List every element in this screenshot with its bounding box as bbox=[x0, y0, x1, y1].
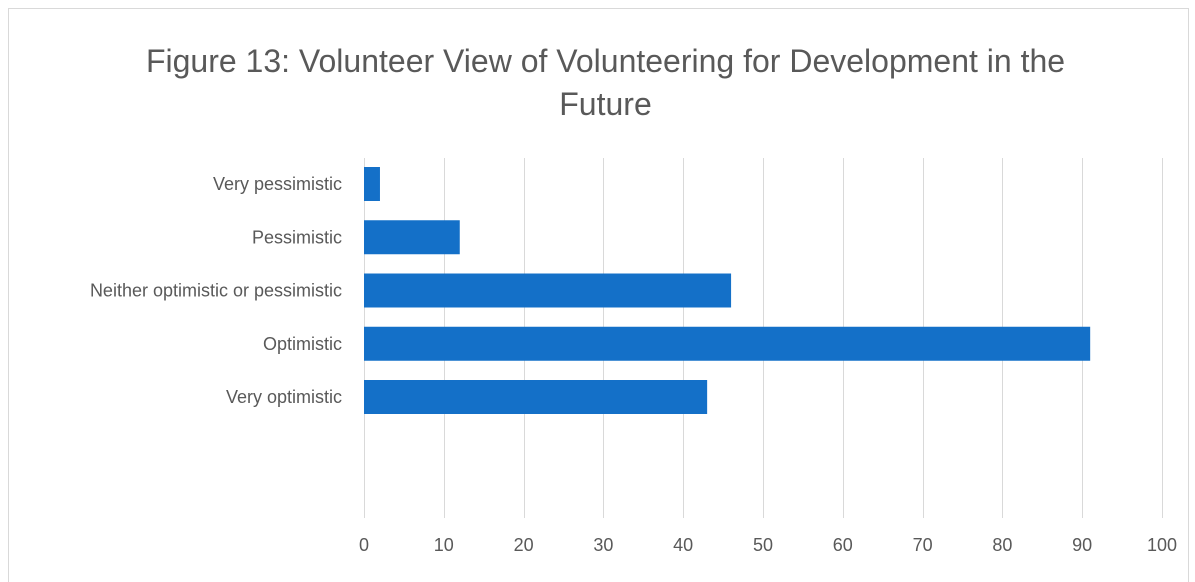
category-label-2: Pessimistic bbox=[252, 227, 342, 247]
x-tick-label-70: 70 bbox=[913, 535, 933, 555]
bar-4 bbox=[364, 326, 1091, 361]
x-tick-label-40: 40 bbox=[673, 535, 693, 555]
x-tick-label-100: 100 bbox=[1147, 535, 1177, 555]
x-tick-label-20: 20 bbox=[514, 535, 534, 555]
x-axis-tick-labels: 0 10 20 30 40 50 60 70 80 90 100 bbox=[359, 535, 1177, 555]
x-tick-label-50: 50 bbox=[753, 535, 773, 555]
bar-5 bbox=[364, 380, 708, 414]
category-label-4: Optimistic bbox=[263, 334, 342, 354]
x-tick-label-30: 30 bbox=[593, 535, 613, 555]
x-tick-label-60: 60 bbox=[833, 535, 853, 555]
category-label-5: Very optimistic bbox=[226, 387, 342, 407]
category-label-1: Very pessimistic bbox=[213, 174, 342, 194]
bar-3 bbox=[364, 273, 732, 308]
category-label-3: Neither optimistic or pessimistic bbox=[90, 281, 342, 301]
x-tick-label-0: 0 bbox=[359, 535, 369, 555]
bar-2 bbox=[364, 220, 460, 255]
bar-1 bbox=[364, 167, 380, 201]
bars bbox=[364, 167, 1091, 414]
x-tick-label-90: 90 bbox=[1072, 535, 1092, 555]
x-tick-label-10: 10 bbox=[434, 535, 454, 555]
category-labels: Very pessimistic Pessimistic Neither optim… bbox=[90, 174, 342, 407]
x-tick-label-80: 80 bbox=[992, 535, 1012, 555]
chart-title: Figure 13: Volunteer View of Volunteerin… bbox=[145, 43, 1066, 122]
